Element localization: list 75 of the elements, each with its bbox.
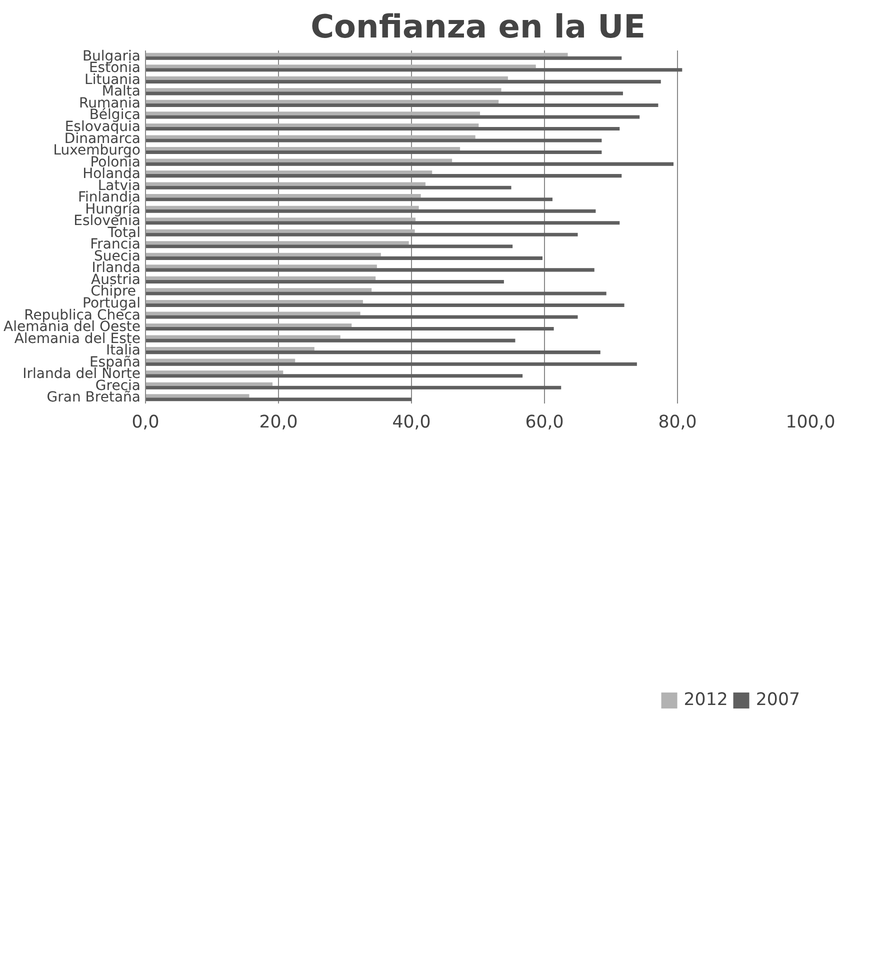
bar [146,126,620,131]
bar [146,335,340,339]
bar [146,370,284,374]
y-tick-label: Bulgaria [82,48,141,64]
x-tick-label: 0,0 [132,412,160,432]
bar [146,100,499,104]
bar [146,123,479,127]
y-tick-label: Gran Bretaña [46,390,141,406]
bar [146,338,516,342]
bar [146,182,426,186]
bar [146,347,314,351]
bar [146,174,622,178]
bar [146,315,578,319]
x-tick-label: 80,0 [658,412,697,432]
bar [146,56,622,60]
bar [146,52,568,56]
bar [146,358,296,362]
bar [146,241,409,245]
bar [146,362,637,366]
bar [146,244,513,248]
bar [146,76,508,80]
bar [146,135,476,139]
bar [146,194,421,198]
bar [146,268,594,272]
bar [146,312,360,316]
chart-title: Confianza en la UE [310,8,646,46]
bar [146,232,578,236]
y-tick-label: Hungría [85,201,141,218]
bar [146,288,372,292]
x-tick-label: 100,0 [786,412,836,432]
bar [146,303,624,308]
bar [146,206,419,210]
legend-label: 2007 [756,690,800,710]
x-tick-label: 60,0 [525,412,564,432]
bar [146,374,523,378]
bar [146,229,415,233]
bar [146,80,661,84]
bar [146,209,596,213]
bar [146,92,623,96]
bar [146,327,554,331]
bar [146,112,480,116]
bar [146,264,377,268]
bar [146,350,600,354]
bar [146,398,412,402]
bar [146,394,250,398]
bar [146,300,363,304]
bar [146,218,416,222]
bar [146,103,658,107]
bar [146,170,432,174]
legend-label: 2012 [684,690,728,710]
y-tick-label: España [89,354,141,370]
bar [146,158,452,162]
bar [146,382,273,386]
bar [146,186,512,190]
bar [146,115,640,119]
bar [146,162,674,166]
bar [146,88,502,92]
bar [146,280,504,284]
bar [146,221,620,225]
bar [146,68,682,72]
y-tick-label: Luxemburgo [53,142,141,159]
bar [146,64,536,68]
bar [146,256,543,260]
bar [146,252,381,256]
bar [146,292,606,296]
bar [146,386,562,390]
x-tick-label: 40,0 [392,412,431,432]
bar [146,146,460,151]
x-tick-label: 20,0 [259,412,298,432]
bar [146,138,602,142]
y-tick-label: Portugal [82,295,140,312]
bar [146,150,602,154]
bar [146,276,376,280]
bar [146,323,352,328]
bar [146,198,552,202]
